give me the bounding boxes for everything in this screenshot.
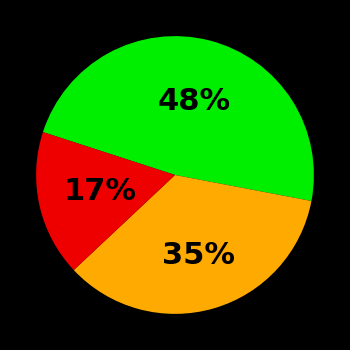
Text: 48%: 48% [158, 86, 231, 116]
Text: 17%: 17% [64, 177, 137, 206]
Wedge shape [43, 36, 314, 201]
Text: 35%: 35% [162, 240, 235, 270]
Wedge shape [36, 132, 175, 270]
Wedge shape [74, 175, 312, 314]
